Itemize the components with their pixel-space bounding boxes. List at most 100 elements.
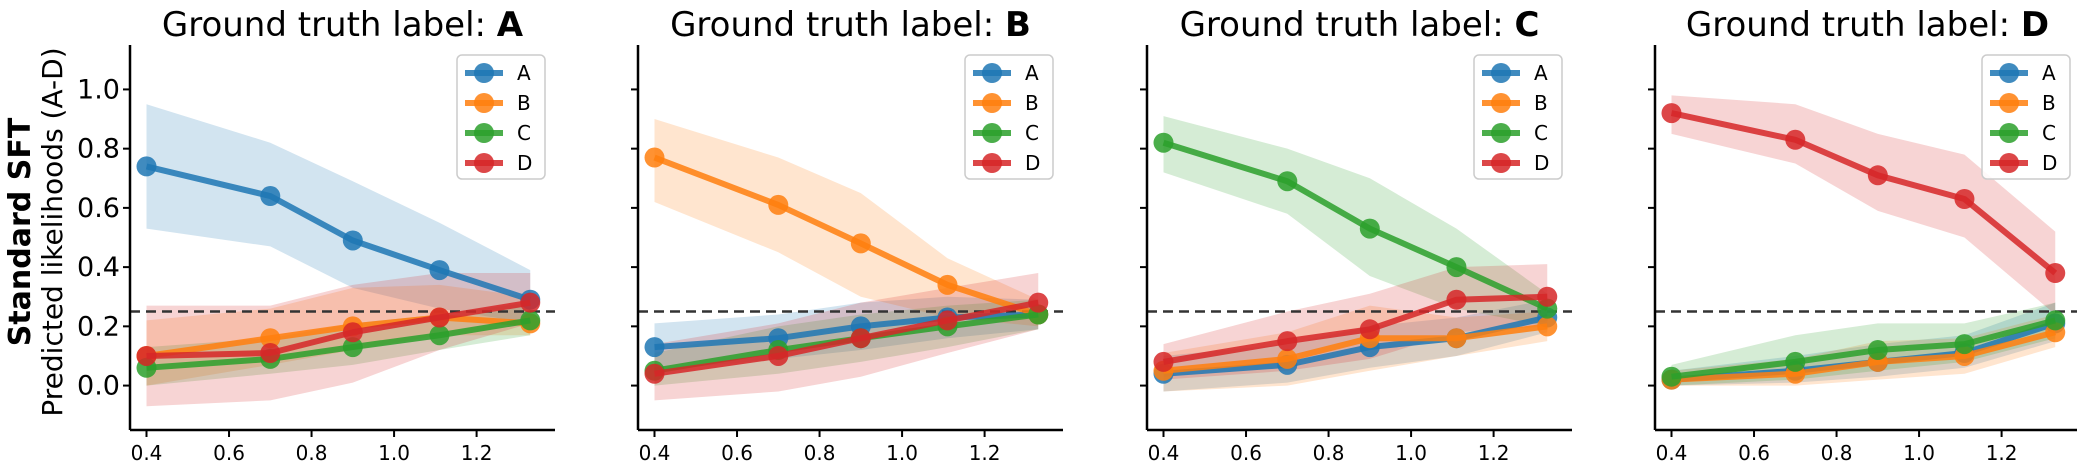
legend-marker-d: [1999, 153, 2019, 173]
panel-title-label: A: [497, 5, 524, 45]
legend-entry-b: B: [2042, 91, 2056, 115]
data-point-c: [1954, 334, 1975, 355]
x-tick-label: 0.4: [131, 441, 163, 465]
x-tick-label: 0.6: [213, 441, 245, 465]
y-tick-label: 0.4: [77, 252, 120, 283]
legend-marker-a: [474, 63, 494, 83]
data-point-d: [520, 292, 541, 313]
data-point-d: [1661, 103, 1682, 124]
data-point-a: [342, 230, 363, 251]
legend-entry-a: A: [1025, 61, 1039, 85]
panel-title-prefix: Ground truth label:: [670, 5, 1005, 45]
legend-entry-c: C: [1025, 121, 1039, 145]
chart-panels: Ground truth label: A 0.0 0.2 0.4 0.6 0.8 1.0 0…: [77, 5, 2077, 465]
legend-entry-c: C: [517, 121, 531, 145]
legend-entry-a: A: [517, 61, 531, 85]
legend-marker-d: [1491, 153, 1511, 173]
data-point-c: [1446, 257, 1467, 278]
data-point-d: [1277, 331, 1298, 352]
x-tick-label: 1.0: [886, 441, 918, 465]
x-tick-label: 1.0: [1395, 441, 1427, 465]
x-tick-label: 1.0: [1903, 441, 1935, 465]
panel-title-prefix: Ground truth label:: [1686, 5, 2021, 45]
data-point-d: [136, 345, 157, 366]
panel-title: Ground truth label: B: [670, 5, 1031, 45]
panel-title: Ground truth label: D: [1686, 5, 2049, 45]
x-tick-label: 1.0: [378, 441, 410, 465]
legend-marker-a: [1999, 63, 2019, 83]
x-tick-label: 0.8: [296, 441, 328, 465]
data-point-d: [1446, 289, 1467, 310]
legend-entry-d: D: [1025, 151, 1040, 175]
y-tick-label: 0.2: [77, 311, 120, 342]
legend-box: [456, 54, 546, 180]
y-tick-label: 0.8: [77, 134, 120, 165]
legend-entry-b: B: [517, 91, 531, 115]
panel-title-label: D: [2021, 5, 2049, 45]
band-d: [146, 273, 531, 407]
legend-marker-b: [1491, 93, 1511, 113]
x-tick-label: 0.8: [804, 441, 836, 465]
data-point-c: [342, 337, 363, 358]
panel-title-prefix: Ground truth label:: [162, 5, 497, 45]
data-point-c: [429, 325, 450, 346]
panel-title-prefix: Ground truth label:: [1180, 5, 1515, 45]
data-point-d: [937, 310, 958, 331]
x-tick-label: 0.8: [1821, 441, 1853, 465]
data-point-a: [429, 260, 450, 281]
legend-entry-d: D: [1534, 151, 1549, 175]
legend-marker-b: [474, 93, 494, 113]
legend-marker-c: [1491, 123, 1511, 143]
data-point-c: [2045, 310, 2066, 331]
data-point-a: [644, 337, 665, 358]
panel-title: Ground truth label: C: [1180, 5, 1540, 45]
legend-marker-d: [474, 153, 494, 173]
data-point-d: [1028, 292, 1049, 313]
data-point-c: [1785, 351, 1806, 372]
data-point-b: [1446, 328, 1467, 349]
data-point-c: [1277, 171, 1298, 192]
x-tick-label: 0.4: [1656, 441, 1688, 465]
x-tick-label: 0.6: [721, 441, 753, 465]
x-tick-label: 0.6: [1738, 441, 1770, 465]
data-point-a: [136, 156, 157, 177]
data-point-c: [1359, 218, 1380, 239]
legend-entry-d: D: [517, 151, 532, 175]
x-tick-label: 0.4: [639, 441, 671, 465]
data-point-c: [1153, 132, 1174, 153]
band-d: [654, 273, 1039, 401]
data-point-d: [1954, 189, 1975, 209]
legend-entry-a: A: [2042, 61, 2056, 85]
data-point-c: [1867, 340, 1888, 361]
data-point-d: [644, 363, 665, 384]
y-tick-label: 0.6: [77, 193, 120, 224]
legend-marker-b: [1999, 93, 2019, 113]
data-point-a: [260, 186, 281, 207]
x-tick-label: 1.2: [461, 441, 493, 465]
data-point-c: [1661, 366, 1682, 387]
row-label: Standard SFT: [3, 117, 38, 346]
legend-entry-b: B: [1534, 91, 1548, 115]
data-point-b: [937, 274, 958, 295]
data-point-d: [1153, 351, 1174, 372]
data-point-d: [2045, 263, 2066, 284]
legend-entry-b: B: [1025, 91, 1039, 115]
x-tick-label: 1.2: [1986, 441, 2018, 465]
panel-title: Ground truth label: A: [162, 5, 524, 45]
data-point-d: [768, 345, 789, 366]
legend-entry-c: C: [2042, 121, 2056, 145]
data-point-b: [1537, 316, 1558, 337]
data-point-b: [850, 233, 871, 254]
y-tick-label: 0.0: [77, 371, 120, 402]
data-point-d: [1537, 286, 1558, 307]
data-point-d: [342, 322, 363, 343]
x-tick-label: 1.2: [969, 441, 1001, 465]
